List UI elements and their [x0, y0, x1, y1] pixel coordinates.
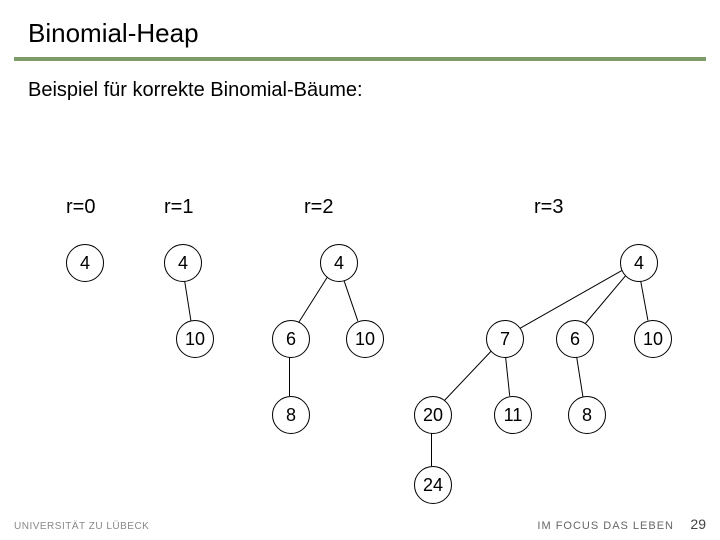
tree-node: 24 [414, 466, 452, 504]
tree-node: 10 [346, 320, 384, 358]
tree-edge [505, 356, 510, 396]
tree-node: 20 [414, 396, 452, 434]
rank-label: r=1 [164, 196, 193, 219]
tree-edge [289, 356, 290, 396]
tree-edge [640, 280, 648, 321]
tree-edge [343, 279, 358, 321]
tree-node: 10 [634, 320, 672, 358]
tree-node: 4 [66, 244, 104, 282]
tree-node: 10 [176, 320, 214, 358]
tree-node: 6 [272, 320, 310, 358]
tree-edge [184, 280, 191, 321]
tree-node: 4 [164, 244, 202, 282]
rank-label: r=3 [534, 196, 563, 219]
rank-label: r=0 [66, 196, 95, 219]
tree-node: 4 [320, 244, 358, 282]
diagram-canvas: r=0r=1r=2r=3441046108476102011824 [0, 0, 720, 540]
tree-node: 8 [272, 396, 310, 434]
tree-node: 7 [486, 320, 524, 358]
rank-label: r=2 [304, 196, 333, 219]
footer-tagline: IM FOCUS DAS LEBEN [537, 520, 674, 532]
tree-node: 6 [556, 320, 594, 358]
tree-edge [444, 350, 492, 401]
tree-node: 11 [494, 396, 532, 434]
tree-edge [299, 277, 329, 323]
tree-edge [585, 275, 627, 324]
tree-edge [431, 432, 432, 466]
footer-logo-left: UNIVERSITÄT ZU LÜBECK [14, 521, 149, 532]
slide-number: 29 [690, 516, 706, 532]
tree-edge [576, 356, 583, 397]
tree-node: 8 [568, 396, 606, 434]
tree-node: 4 [620, 244, 658, 282]
